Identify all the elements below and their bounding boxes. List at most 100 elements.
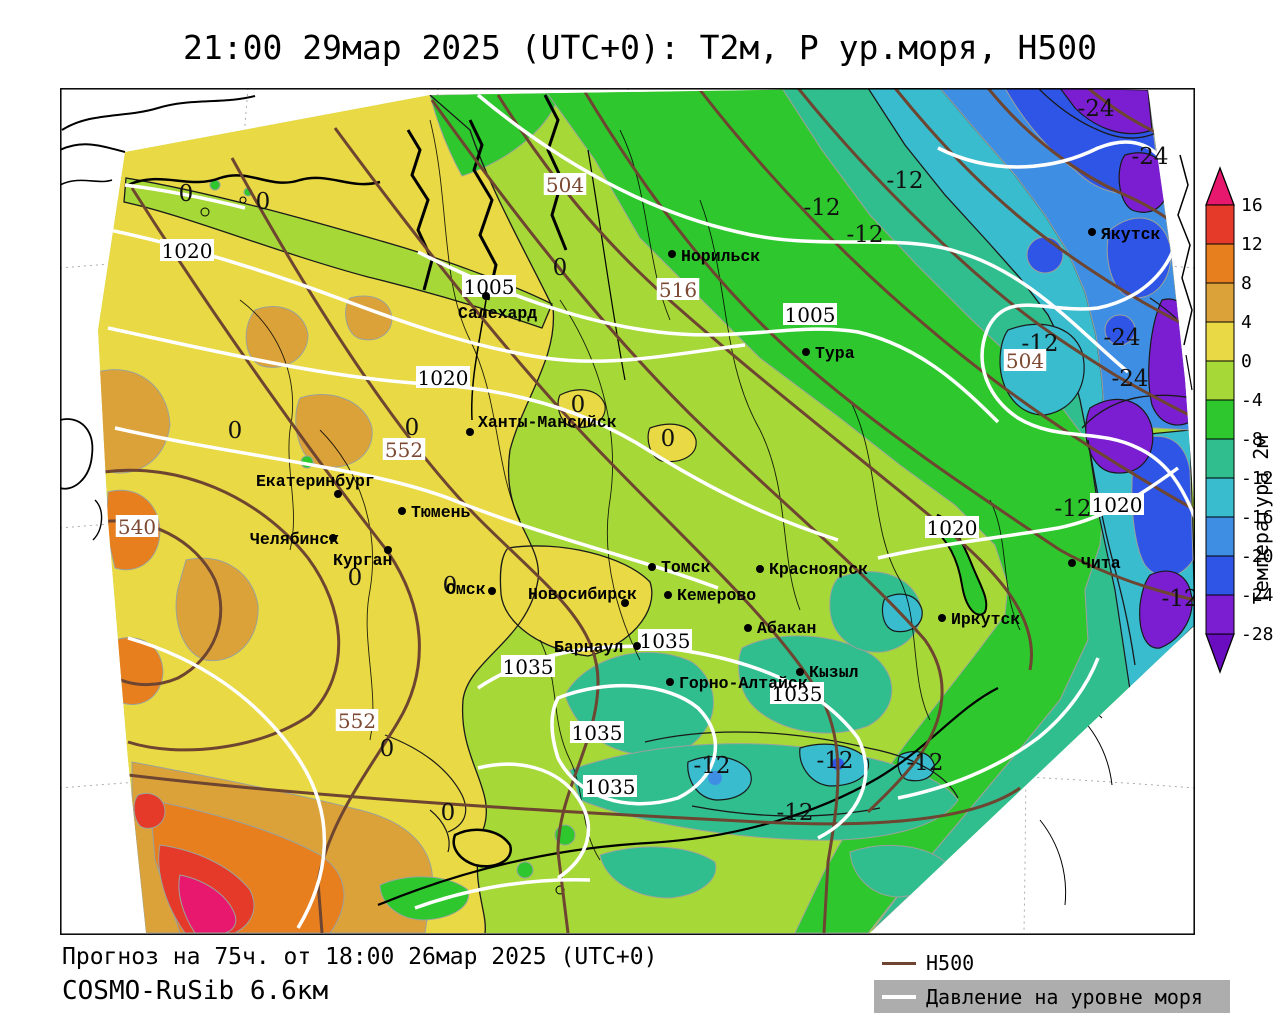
svg-text:552: 552: [385, 438, 423, 462]
city-markers: Норильск Якутск Салехард Тура Ханты-Мансийск…: [250, 225, 1161, 693]
colorbar: 16 12 8 4 0 -4 -8 -12 -16 -20 -24 -28 Температура 2м: [1204, 160, 1280, 720]
city-Курган: Курган: [333, 546, 392, 570]
city-name: Абакан: [757, 619, 816, 638]
city-name: Тюмень: [411, 503, 471, 522]
city-Кемерово: Кемерово: [664, 586, 756, 605]
city-Омск: Омск: [446, 580, 496, 599]
legend-h500-row: H500: [874, 948, 1230, 978]
colorbar-over-arrow: [1205, 166, 1235, 206]
page-title: 21:00 29мар 2025 (UTC+0): Т2м, Р ур.моря…: [183, 28, 1097, 67]
temp-contour-label: 0: [661, 426, 676, 452]
city-Тюмень: Тюмень: [398, 503, 471, 522]
svg-text:540: 540: [118, 515, 156, 539]
pressure-contours: [99, 93, 1195, 929]
temp-contour-label: -12: [846, 222, 883, 248]
h500-contour-labels: 504 516 504 540 552 552: [115, 173, 1047, 733]
city-Челябинск: Челябинск: [250, 530, 339, 549]
pressure-contour-label: 1020: [1090, 493, 1144, 517]
city-Новосибирск: Новосибирск: [528, 585, 637, 607]
temp-contour-label: -12: [886, 168, 923, 194]
city-Абакан: Абакан: [744, 619, 816, 638]
colorbar-tick-label: -24: [1241, 585, 1274, 606]
legend: H500 Давление на уровне моря: [874, 948, 1230, 1013]
city-Ханты-Мансийск: Ханты-Мансийск: [466, 413, 617, 436]
city-dot: [398, 507, 406, 515]
colorbar-segment: [1205, 321, 1235, 362]
pressure-contour-label: 1020: [925, 516, 979, 540]
h500-contours: [99, 88, 1195, 933]
city-Чита: Чита: [1068, 554, 1121, 573]
city-name: Горно-Алтайск: [679, 674, 808, 693]
colorbar-segment: [1205, 516, 1235, 557]
city-Иркутск: Иркутск: [938, 610, 1020, 629]
city-Екатеринбург: Екатеринбург: [256, 472, 375, 498]
pressure-contour-label: 1035: [501, 655, 555, 679]
coastlines: [127, 94, 988, 895]
legend-pressure-row: Давление на уровне моря: [874, 980, 1230, 1013]
city-dot: [744, 624, 752, 632]
city-name: Курган: [333, 551, 392, 570]
h500-contour-label: 504: [543, 173, 587, 197]
city-name: Якутск: [1101, 225, 1161, 244]
pressure-contour-label: 1035: [583, 775, 637, 799]
city-name: Красноярск: [769, 560, 868, 579]
temp-contour-label: 0: [256, 189, 271, 215]
pressure-contour-label: 1035: [770, 682, 824, 706]
model-info: COSMO-RuSib 6.6км: [62, 976, 329, 1006]
city-dot: [664, 591, 672, 599]
temp-contour-label: 0: [348, 565, 363, 591]
colorbar-segment: [1205, 243, 1235, 284]
city-dot: [648, 563, 656, 571]
city-dot: [488, 587, 496, 595]
colorbar-segment: [1205, 477, 1235, 518]
svg-text:1035: 1035: [572, 721, 623, 745]
forecast-info: Прогноз на 75ч. от 18:00 26мар 2025 (UTC…: [62, 944, 658, 970]
city-name: Томск: [661, 558, 711, 577]
city-name: Кемерово: [677, 586, 756, 605]
city-Томск: Томск: [648, 558, 711, 577]
svg-text:504: 504: [1006, 349, 1044, 373]
temp-contour-label: 0: [441, 800, 456, 826]
city-dot: [666, 678, 674, 686]
colorbar-segment: [1205, 594, 1235, 635]
city-dot: [633, 642, 641, 650]
h500-contour-label: 552: [335, 709, 379, 733]
city-dot: [1088, 228, 1096, 236]
colorbar-segment: [1205, 204, 1235, 245]
footer: Прогноз на 75ч. от 18:00 26мар 2025 (UTC…: [62, 944, 657, 1006]
temp-contour-label: 0: [179, 181, 194, 207]
city-dot: [466, 428, 474, 436]
svg-text:1020: 1020: [418, 366, 469, 390]
pressure-contour-label: 1035: [638, 629, 692, 653]
city-Барнаул: Барнаул: [554, 638, 641, 657]
temp-contour-label: -12: [693, 753, 730, 779]
city-Тура: Тура: [802, 344, 855, 363]
pressure-label: Давление на уровне моря: [926, 984, 1203, 1009]
svg-text:552: 552: [338, 709, 376, 733]
city-Горно-Алтайск: Горно-Алтайск: [666, 674, 808, 693]
city-name: Салехард: [458, 304, 537, 323]
colorbar-tick-label: 16: [1241, 195, 1263, 216]
city-dot: [802, 348, 810, 356]
colorbar-segment: [1205, 555, 1235, 596]
temp-contour-label: -24: [1111, 366, 1148, 392]
city-dot: [938, 614, 946, 622]
temp-contour-label: -12: [906, 750, 943, 776]
city-name: Новосибирск: [528, 585, 637, 604]
temp-contour-label: -12: [1054, 496, 1091, 522]
temp-contour-label: -12: [803, 195, 840, 221]
temp-contour-label: -24: [1103, 325, 1140, 351]
city-name: Тура: [815, 344, 855, 363]
colorbar-tick-label: 8: [1241, 273, 1252, 294]
city-name: Челябинск: [250, 530, 339, 549]
h500-contour-label: 552: [382, 438, 426, 462]
city-dot: [482, 292, 490, 300]
temp-contour-label: 0: [571, 392, 586, 418]
colorbar-tick-label: 0: [1241, 351, 1252, 372]
temp-contour-label: 0: [405, 415, 420, 441]
svg-text:1020: 1020: [1092, 493, 1143, 517]
colorbar-tick-label: 4: [1241, 312, 1252, 333]
colorbar-tick-label: -28: [1241, 624, 1274, 645]
